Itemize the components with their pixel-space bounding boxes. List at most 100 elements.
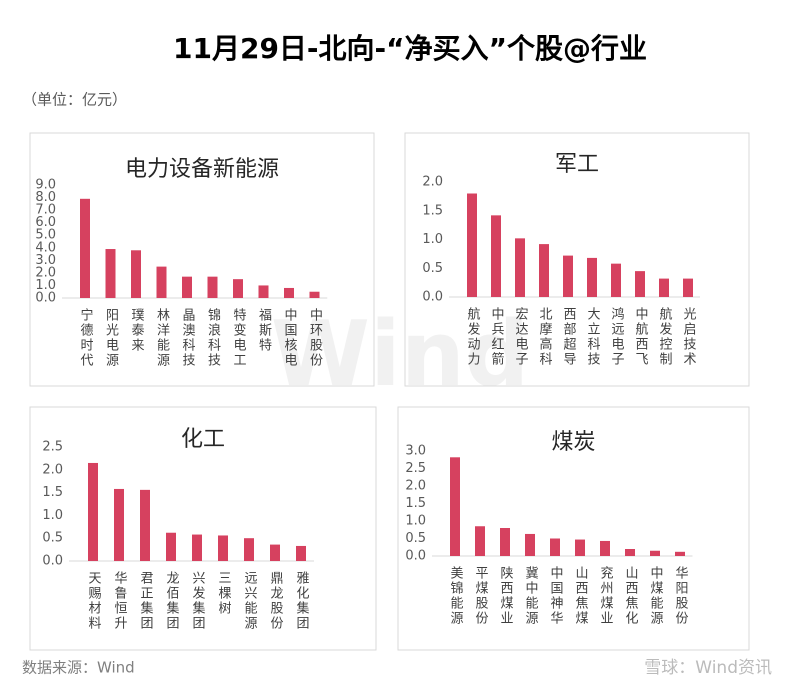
x-tick-label: 西部超导	[561, 307, 577, 367]
x-tick-label: 君正集团	[138, 571, 154, 631]
chart-frame	[29, 406, 377, 651]
x-tick-label: 中国核电	[282, 308, 298, 368]
bar	[550, 538, 560, 556]
x-tick-label: 光启技术	[681, 307, 697, 367]
x-tick-label: 璞泰来	[129, 308, 145, 353]
y-tick-label: 1.5	[42, 485, 63, 500]
y-tick-label: 1.5	[422, 203, 443, 218]
bar	[675, 551, 685, 556]
x-tick-label: 中兵红箭	[489, 307, 505, 367]
x-tick-label: 中煤能源	[648, 566, 664, 626]
x-tick-label: 阳光电源	[103, 308, 119, 368]
y-tick-label: 4.0	[35, 240, 56, 255]
bar	[515, 238, 525, 297]
x-tick-label: 宁德时代	[78, 307, 94, 368]
bar	[650, 550, 660, 556]
bar	[284, 287, 294, 298]
bar	[182, 276, 192, 298]
bar	[500, 528, 510, 556]
bar	[587, 257, 597, 297]
page-title: 11月29日-北向-“净买入”个股@行业	[173, 32, 647, 65]
x-tick-label: 三棵树	[216, 571, 232, 616]
bar	[270, 544, 280, 561]
x-tick-label: 航发控制	[657, 306, 673, 367]
unit-note: （单位：亿元）	[22, 91, 127, 109]
chart-title: 化工	[181, 427, 225, 452]
bar	[683, 278, 693, 297]
x-tick-label: 雅化集团	[294, 571, 310, 631]
bar	[105, 249, 116, 298]
bar	[467, 193, 477, 297]
x-tick-label: 福斯特	[256, 308, 272, 353]
bar	[575, 539, 585, 556]
y-tick-label: 2.5	[42, 440, 63, 455]
y-tick-label: 1.0	[35, 278, 56, 293]
bar	[88, 462, 98, 561]
bar	[233, 279, 243, 298]
source-note: 数据来源：Wind	[22, 659, 135, 677]
x-tick-label: 龙佰集团	[164, 571, 180, 631]
y-tick-label: 0.5	[422, 261, 443, 276]
bar	[218, 535, 228, 561]
chart-frame	[397, 406, 750, 651]
y-tick-label: 0.5	[42, 531, 63, 546]
y-tick-label: 3.0	[35, 253, 56, 268]
x-tick-label: 鼎龙股份	[268, 571, 284, 631]
chart-frame	[404, 132, 750, 387]
x-tick-label: 冀中能源	[523, 565, 539, 626]
footer-watermark: 雪球：Wind资讯	[644, 658, 772, 678]
x-tick-label: 兖州煤业	[598, 566, 614, 626]
y-tick-label: 2.0	[405, 479, 426, 494]
x-tick-label: 远兴能源	[242, 571, 258, 631]
y-tick-label: 7.0	[35, 203, 56, 218]
y-tick-label: 1.0	[42, 508, 63, 523]
y-tick-label: 0.0	[422, 290, 443, 305]
y-tick-label: 0.5	[405, 531, 426, 546]
bar	[600, 540, 610, 556]
x-tick-label: 美锦能源	[448, 566, 464, 626]
x-tick-label: 林洋能源	[154, 308, 170, 368]
bar	[192, 534, 202, 561]
bar	[659, 278, 669, 297]
bar	[475, 526, 485, 556]
x-tick-label: 中国神华	[548, 566, 564, 626]
x-tick-label: 平煤股份	[473, 566, 489, 626]
y-tick-label: 1.5	[405, 496, 426, 511]
watermark: Wind	[271, 302, 530, 407]
x-tick-label: 航发动力	[465, 306, 481, 367]
chart-frame	[29, 132, 375, 387]
bar	[140, 489, 150, 561]
bar	[525, 533, 535, 556]
y-tick-label: 0.0	[405, 549, 426, 564]
y-tick-label: 5.0	[35, 228, 56, 243]
x-tick-label: 北摩高科	[537, 307, 553, 367]
x-tick-label: 锦浪科技	[205, 308, 221, 368]
x-tick-label: 特变电工	[231, 308, 247, 368]
bar	[80, 198, 90, 298]
x-tick-label: 中环股份	[307, 308, 323, 368]
bar	[258, 285, 269, 298]
y-tick-label: 6.0	[35, 215, 56, 230]
bar	[563, 255, 573, 297]
x-tick-label: 兴发集团	[190, 571, 206, 631]
x-tick-label: 鸿远电子	[609, 306, 625, 367]
x-tick-label: 华鲁恒升	[112, 571, 128, 631]
chart-title: 军工	[555, 152, 599, 177]
x-tick-label: 宏达电子	[513, 307, 529, 367]
y-tick-label: 2.0	[35, 265, 56, 280]
x-tick-label: 华阳股份	[673, 566, 689, 626]
chart-title: 煤炭	[551, 430, 595, 455]
bar	[611, 263, 621, 297]
y-tick-label: 0.0	[42, 554, 63, 569]
bar	[296, 545, 306, 561]
bar	[166, 532, 176, 561]
y-tick-label: 2.5	[405, 461, 426, 476]
chart-title: 电力设备新能源	[125, 157, 279, 182]
x-tick-label: 大立科技	[585, 307, 601, 367]
bar	[156, 266, 167, 298]
bar	[207, 276, 218, 298]
bar	[539, 244, 549, 297]
x-tick-label: 陕西煤业	[498, 566, 514, 626]
bar	[635, 271, 645, 297]
